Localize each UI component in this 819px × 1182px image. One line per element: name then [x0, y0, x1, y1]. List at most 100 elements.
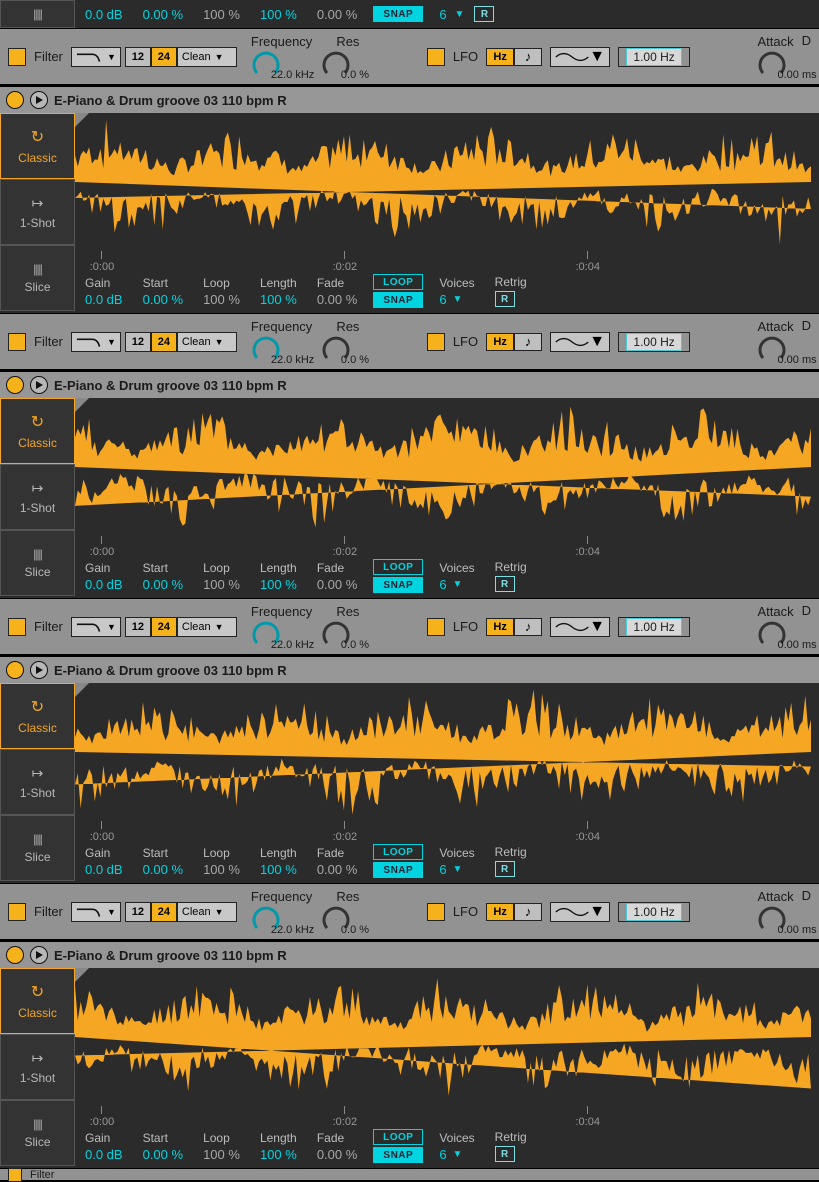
param-voices[interactable]: Voices 6 ▼ — [429, 1131, 484, 1162]
lfo-rate-field[interactable]: 1.00 Hz — [618, 332, 690, 352]
lfo-hz-button[interactable]: Hz — [486, 903, 514, 921]
param-fade[interactable]: Fade0.00 % — [307, 561, 367, 592]
snap-toggle[interactable]: SNAP — [373, 1147, 423, 1163]
tab-classic[interactable]: ↻ Classic — [0, 398, 75, 464]
retrig-toggle[interactable]: R — [474, 6, 494, 22]
device-activator[interactable] — [6, 661, 24, 679]
param-fade[interactable]: Fade0.00 % — [307, 846, 367, 877]
lfo-enable-toggle[interactable] — [427, 48, 445, 66]
tab-slice[interactable]: |||| Slice — [0, 815, 75, 881]
param-fade[interactable]: Fade0.00 % — [307, 1131, 367, 1162]
filter-enable-toggle[interactable] — [8, 1168, 22, 1182]
param-loop[interactable]: Loop100 % — [193, 276, 250, 307]
frequency-knob[interactable]: 22.0 kHz — [251, 619, 281, 649]
snap-toggle[interactable]: SNAP — [373, 6, 423, 22]
timeline-ruler[interactable]: :0:00 :0:02 :0:04 — [75, 251, 811, 269]
param-start[interactable]: Start0.00 % — [133, 1131, 193, 1162]
frequency-knob[interactable]: 22.0 kHz — [251, 334, 281, 364]
param-length[interactable]: 100 % — [250, 7, 307, 22]
param-voices[interactable]: Voices 6 ▼ — [429, 561, 484, 592]
loop-toggle[interactable]: LOOP — [373, 274, 423, 290]
param-gain[interactable]: Gain0.0 dB — [75, 276, 133, 307]
filter-mode-dropdown[interactable]: Clean▼ — [177, 617, 237, 637]
timeline-ruler[interactable]: :0:00 :0:02 :0:04 — [75, 536, 811, 554]
slope-24-button[interactable]: 24 — [151, 617, 177, 637]
preview-play-button[interactable] — [30, 946, 48, 964]
attack-knob[interactable]: 0.00 ms — [757, 619, 787, 649]
param-retrig[interactable]: Retrig R — [485, 845, 537, 877]
param-loop[interactable]: Loop100 % — [193, 561, 250, 592]
lfo-sync-button[interactable]: ♪ — [514, 333, 542, 351]
slope-12-button[interactable]: 12 — [125, 902, 151, 922]
res-knob[interactable]: 0.0 % — [321, 619, 351, 649]
slope-12-button[interactable]: 12 — [125, 617, 151, 637]
attack-knob[interactable]: 0.00 ms — [757, 334, 787, 364]
snap-toggle[interactable]: SNAP — [373, 577, 423, 593]
param-length[interactable]: Length100 % — [250, 846, 307, 877]
param-retrig[interactable]: Retrig R — [485, 1130, 537, 1162]
slope-24-button[interactable]: 24 — [151, 332, 177, 352]
lfo-sync-button[interactable]: ♪ — [514, 618, 542, 636]
param-voices[interactable]: 6 ▼ — [429, 7, 474, 22]
res-knob[interactable]: 0.0 % — [321, 49, 351, 79]
filter-mode-dropdown[interactable]: Clean▼ — [177, 902, 237, 922]
lfo-hz-button[interactable]: Hz — [486, 48, 514, 66]
param-gain[interactable]: 0.0 dB — [75, 7, 133, 22]
timeline-ruler[interactable]: :0:00 :0:02 :0:04 — [75, 821, 811, 839]
lfo-hz-button[interactable]: Hz — [486, 618, 514, 636]
timeline-ruler[interactable]: :0:00 :0:02 :0:04 — [75, 1106, 811, 1124]
param-start[interactable]: 0.00 % — [133, 7, 193, 22]
filter-shape-dropdown[interactable]: ▼ — [71, 902, 121, 922]
param-retrig[interactable]: Retrig R — [485, 275, 537, 307]
lfo-hz-button[interactable]: Hz — [486, 333, 514, 351]
tab-oneshot[interactable]: ↦ 1-Shot — [0, 1034, 75, 1100]
param-start[interactable]: Start0.00 % — [133, 276, 193, 307]
lfo-sync-button[interactable]: ♪ — [514, 903, 542, 921]
loop-toggle[interactable]: LOOP — [373, 559, 423, 575]
filter-mode-dropdown[interactable]: Clean▼ — [177, 47, 237, 67]
tab-slice[interactable]: |||| Slice — [0, 245, 75, 311]
waveform-display[interactable] — [75, 398, 811, 536]
lfo-wave-dropdown[interactable]: ▼ — [550, 902, 610, 922]
res-knob[interactable]: 0.0 % — [321, 904, 351, 934]
filter-enable-toggle[interactable] — [8, 48, 26, 66]
lfo-sync-button[interactable]: ♪ — [514, 48, 542, 66]
param-voices[interactable]: Voices 6 ▼ — [429, 276, 484, 307]
snap-toggle[interactable]: SNAP — [373, 862, 423, 878]
tab-slice[interactable]: |||| — [0, 0, 75, 28]
lfo-enable-toggle[interactable] — [427, 618, 445, 636]
waveform-display[interactable] — [75, 113, 811, 251]
param-gain[interactable]: Gain0.0 dB — [75, 846, 133, 877]
device-activator[interactable] — [6, 946, 24, 964]
param-fade[interactable]: 0.00 % — [307, 7, 367, 22]
attack-knob[interactable]: 0.00 ms — [757, 49, 787, 79]
slope-24-button[interactable]: 24 — [151, 47, 177, 67]
filter-mode-dropdown[interactable]: Clean▼ — [177, 332, 237, 352]
param-loop[interactable]: Loop100 % — [193, 846, 250, 877]
lfo-wave-dropdown[interactable]: ▼ — [550, 47, 610, 67]
tab-slice[interactable]: |||| Slice — [0, 530, 75, 596]
param-start[interactable]: Start0.00 % — [133, 846, 193, 877]
param-retrig[interactable]: Retrig R — [485, 560, 537, 592]
tab-classic[interactable]: ↻ Classic — [0, 968, 75, 1034]
slope-12-button[interactable]: 12 — [125, 47, 151, 67]
lfo-rate-field[interactable]: 1.00 Hz — [618, 47, 690, 67]
lfo-enable-toggle[interactable] — [427, 333, 445, 351]
device-activator[interactable] — [6, 376, 24, 394]
param-voices[interactable]: Voices 6 ▼ — [429, 846, 484, 877]
lfo-wave-dropdown[interactable]: ▼ — [550, 332, 610, 352]
param-loop[interactable]: 100 % — [193, 7, 250, 22]
snap-toggle[interactable]: SNAP — [373, 292, 423, 308]
lfo-wave-dropdown[interactable]: ▼ — [550, 617, 610, 637]
filter-enable-toggle[interactable] — [8, 618, 26, 636]
tab-oneshot[interactable]: ↦ 1-Shot — [0, 464, 75, 530]
tab-classic[interactable]: ↻ Classic — [0, 113, 75, 179]
param-length[interactable]: Length100 % — [250, 561, 307, 592]
param-loop[interactable]: Loop100 % — [193, 1131, 250, 1162]
tab-classic[interactable]: ↻ Classic — [0, 683, 75, 749]
loop-toggle[interactable]: LOOP — [373, 844, 423, 860]
lfo-enable-toggle[interactable] — [427, 903, 445, 921]
slope-12-button[interactable]: 12 — [125, 332, 151, 352]
frequency-knob[interactable]: 22.0 kHz — [251, 49, 281, 79]
param-fade[interactable]: Fade0.00 % — [307, 276, 367, 307]
